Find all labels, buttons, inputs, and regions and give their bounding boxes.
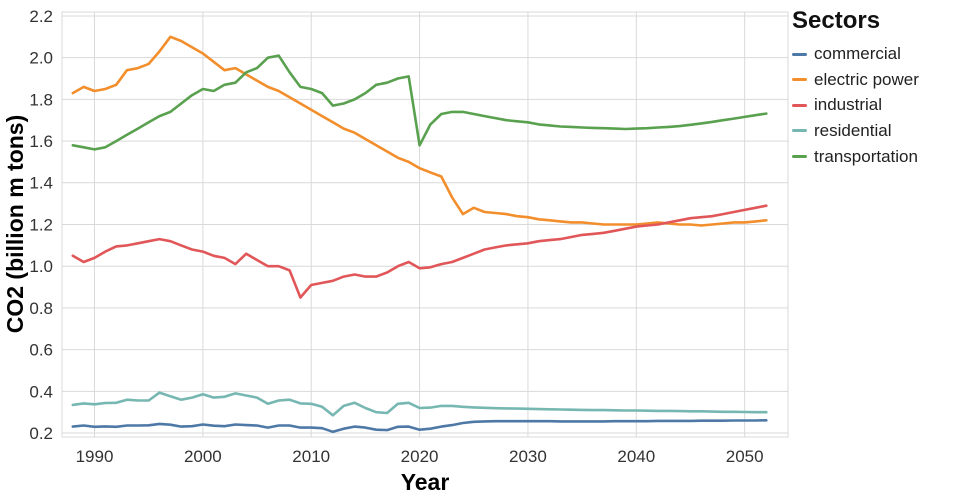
x-tick-label: 2010 — [292, 447, 330, 466]
legend-items: commercial electric power industrial reside… — [792, 44, 960, 166]
series-line-electric-power — [71, 35, 768, 227]
line-chart: 0.2 0.4 0.6 0.8 1.0 1.2 1.4 1.6 1.8 2.0 2.2 1990 200… — [2, 7, 789, 495]
x-tick-label: 2050 — [726, 447, 764, 466]
legend-item-label: transportation — [814, 146, 918, 166]
legend-item-electric-power: electric power — [792, 70, 960, 90]
series-line-residential — [71, 391, 768, 417]
y-tick-label: 1.0 — [29, 257, 53, 276]
y-tick-label: 0.2 — [29, 424, 53, 443]
legend-swatch-icon — [792, 129, 807, 133]
legend-item-transportation: transportation — [792, 147, 960, 167]
legend-title: Sectors — [792, 7, 881, 34]
series-line-commercial — [71, 418, 768, 434]
legend-swatch-icon — [792, 103, 807, 107]
x-tick-label: 2000 — [184, 447, 222, 466]
y-axis-title: CO2 (billion m tons) — [2, 115, 28, 334]
x-tick-label: 2040 — [617, 447, 655, 466]
grid-layer — [61, 11, 789, 438]
y-tick-label: 0.8 — [29, 299, 53, 318]
x-tick-label: 2020 — [401, 447, 439, 466]
y-tick-label: 1.8 — [29, 90, 53, 109]
x-tick-label: 1990 — [76, 447, 114, 466]
series-layer — [71, 35, 768, 434]
legend-item-industrial: industrial — [792, 95, 960, 115]
y-tick-label: 2.2 — [29, 7, 53, 26]
legend-swatch-icon — [792, 52, 807, 56]
tick-layer: 0.2 0.4 0.6 0.8 1.0 1.2 1.4 1.6 1.8 2.0 2.2 1990 200… — [29, 7, 763, 466]
legend-item-residential: residential — [792, 121, 960, 141]
y-tick-label: 1.2 — [29, 215, 53, 234]
y-tick-label: 0.6 — [29, 341, 53, 360]
legend-item-label: residential — [814, 121, 892, 141]
series-line-industrial — [71, 204, 768, 299]
legend-item-label: commercial — [814, 44, 901, 64]
legend-item-label: industrial — [814, 95, 883, 115]
legend-swatch-icon — [792, 78, 807, 82]
x-tick-label: 2030 — [509, 447, 547, 466]
y-tick-label: 1.6 — [29, 132, 53, 151]
legend-item-label: electric power — [814, 69, 919, 89]
legend-item-commercial: commercial — [792, 44, 960, 64]
legend-swatch-icon — [792, 154, 807, 158]
series-line-transportation — [71, 54, 768, 151]
x-axis-title: Year — [401, 469, 450, 495]
y-tick-label: 1.4 — [29, 174, 53, 193]
legend: Sectors commercial electric power industri… — [792, 0, 960, 500]
y-tick-label: 2.0 — [29, 49, 53, 68]
y-tick-label: 0.4 — [29, 382, 53, 401]
